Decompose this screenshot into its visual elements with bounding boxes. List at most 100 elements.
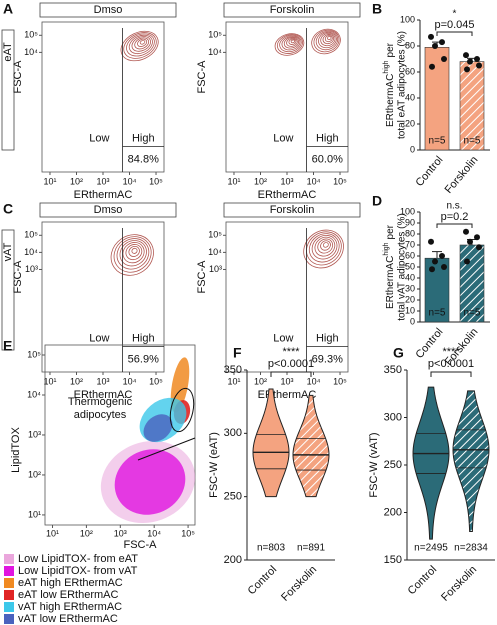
gate-label: High	[316, 132, 339, 144]
x-tick-label: 10³	[96, 376, 109, 386]
contour-line	[122, 242, 145, 264]
annotation: Thermogenic	[68, 396, 133, 408]
plot-header: Forskolin	[270, 4, 315, 16]
n-label: n=5	[464, 308, 481, 319]
y-tick-label: 300	[224, 427, 242, 439]
x-tick-label: 10²	[80, 528, 93, 538]
header-box	[39, 2, 177, 18]
contour-line	[120, 30, 159, 62]
contour-line	[131, 36, 151, 52]
y-tick-label: 10⁵	[24, 30, 38, 40]
sig-bracket	[270, 371, 312, 377]
y-axis-label: total eAT adipocytes (%)	[397, 31, 408, 139]
contour-line	[276, 34, 303, 54]
y-tick-label: 250	[224, 491, 242, 503]
y-tick-label: 40	[405, 92, 415, 102]
contour-line	[327, 36, 332, 41]
y-axis-label: ERthermAChigh per	[383, 42, 395, 127]
x-tick-label: Forskolin	[279, 564, 319, 604]
data-point	[429, 63, 435, 70]
y-tick-label: 200	[224, 554, 242, 566]
x-axis-label: ERthermAC	[258, 389, 317, 401]
y-tick-label: 90	[405, 217, 415, 227]
x-tick-label: Forskolin	[443, 154, 481, 196]
contour-line	[281, 35, 301, 51]
contour-line	[137, 38, 148, 47]
legend-label: eAT high ERthermAC	[18, 577, 123, 589]
x-axis-label: ERthermAC	[258, 189, 317, 201]
legend-label: Low LipidTOX- from vAT	[18, 565, 138, 577]
x-tick-label: Control	[414, 326, 446, 361]
plot-header: Dmso	[94, 204, 123, 216]
x-tick-label: 10¹	[46, 528, 59, 538]
gate-label: Low	[89, 132, 109, 144]
contour-line	[314, 236, 336, 257]
violin	[292, 394, 330, 498]
y-tick-label: 20	[405, 118, 415, 128]
x-tick-label: 10⁴	[123, 176, 137, 186]
y-axis-label: ERthermAChigh per	[383, 224, 395, 309]
y-tick-label: 60	[405, 66, 415, 76]
contour-line	[283, 36, 300, 49]
x-tick-label: 10⁵	[333, 376, 347, 386]
y-axis-label: FSC-A	[196, 260, 208, 294]
y-tick-label: 10³	[25, 264, 38, 274]
x-tick-label: 10³	[280, 376, 293, 386]
sig-bracket	[430, 371, 472, 377]
contour-line	[113, 236, 152, 273]
panel-letter: A	[3, 1, 13, 17]
data-point	[429, 266, 435, 273]
gate-label: High	[316, 332, 339, 344]
x-tick-label: Forskolin	[439, 564, 479, 604]
y-tick-label: 100	[400, 206, 415, 216]
data-point	[467, 238, 473, 245]
contour-line	[131, 247, 138, 254]
legend-label: Low LipidTOX- from eAT	[18, 553, 138, 565]
legend-swatch	[4, 602, 14, 612]
data-point	[432, 258, 438, 265]
plot-header: Dmso	[94, 4, 123, 16]
contour-line	[123, 32, 157, 59]
header-box	[39, 202, 177, 218]
data-point	[439, 253, 445, 259]
panel-letter: C	[3, 201, 13, 217]
y-axis-label-part: high	[383, 60, 390, 73]
y-tick-label: 10³	[209, 264, 222, 274]
y-tick-label: 100	[400, 14, 415, 24]
contour-line	[288, 38, 297, 45]
population-cloud	[143, 414, 173, 442]
x-tick-label: 10⁵	[333, 176, 347, 186]
legend-label: vAT high ERthermAC	[18, 601, 122, 613]
gate-percent: 60.0%	[312, 153, 343, 165]
population-cloud	[114, 449, 186, 515]
contour-line	[128, 34, 153, 55]
x-tick-label: 10⁴	[123, 376, 137, 386]
y-tick-label: 200	[384, 506, 402, 518]
legend-swatch	[4, 578, 14, 588]
legend-swatch	[4, 566, 14, 576]
contour-line	[308, 233, 340, 263]
legend-swatch	[4, 614, 14, 624]
data-point	[463, 52, 469, 59]
x-tick-label: Control	[406, 564, 440, 598]
y-tick-label: 30	[405, 283, 415, 293]
contour-line	[322, 34, 335, 45]
panel-letter: B	[372, 1, 382, 17]
contour-line	[139, 40, 146, 45]
contour-line	[290, 39, 296, 44]
data-point	[463, 228, 469, 235]
y-tick-label: 10⁴	[208, 247, 222, 257]
gate-label: Low	[273, 332, 293, 344]
x-tick-label: 10⁵	[149, 376, 163, 386]
x-tick-label: 10⁴	[307, 376, 321, 386]
y-axis-label-part: ERthermAC	[385, 256, 396, 309]
contour-line	[311, 28, 341, 55]
header-box	[223, 202, 361, 218]
contour-line	[126, 33, 155, 57]
x-tick-label: 10¹	[227, 176, 240, 186]
y-axis-label: total vAT adipocytes (%)	[397, 213, 408, 320]
y-tick-label: 10⁴	[208, 47, 222, 57]
data-point	[432, 43, 438, 49]
significance: ****	[442, 346, 460, 358]
contour-line	[119, 240, 147, 267]
